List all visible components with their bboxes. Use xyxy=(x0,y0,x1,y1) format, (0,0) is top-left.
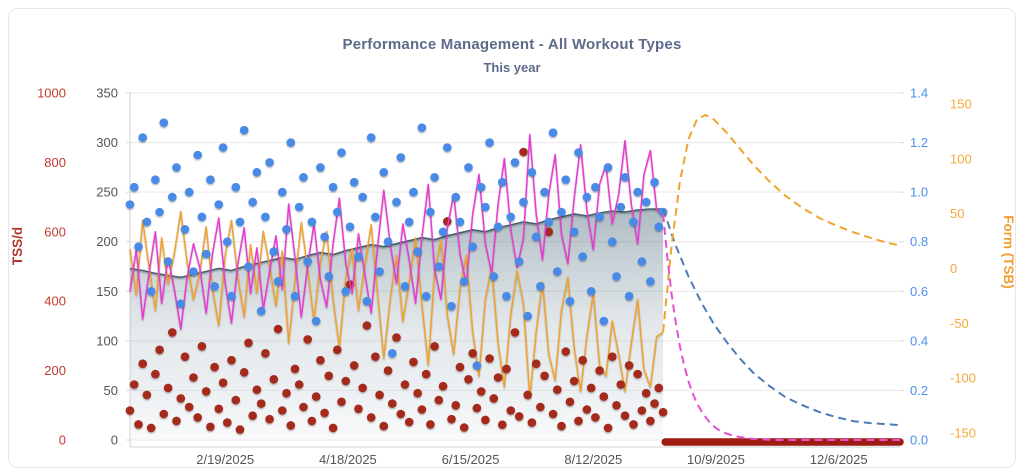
x-axis-tick: 6/15/2025 xyxy=(442,452,500,467)
ratio-axis-tick: 0.0 xyxy=(910,433,928,448)
form-axis-tick: -150 xyxy=(950,426,976,441)
load-axis-tick: 50 xyxy=(104,383,118,398)
load-axis-tick: 300 xyxy=(96,135,118,150)
fitness-ctl-area xyxy=(129,208,664,440)
load-axis-tick: 150 xyxy=(96,284,118,299)
form-axis-tick: 50 xyxy=(950,206,964,221)
tss-axis-tick: 600 xyxy=(44,224,66,239)
tss-axis-tick: 400 xyxy=(44,294,66,309)
ratio-axis-tick: 0.8 xyxy=(910,234,928,249)
tick-labels: 100080060040020003503002502001501005001.… xyxy=(37,86,976,468)
load-axis-tick: 100 xyxy=(96,333,118,348)
tss-axis-tick: 800 xyxy=(44,155,66,170)
x-axis-tick: 4/18/2025 xyxy=(319,452,377,467)
ratio-axis-tick: 1.4 xyxy=(910,86,928,101)
chart-title: Performance Management - All Workout Typ… xyxy=(342,36,682,53)
x-axis-tick: 2/19/2025 xyxy=(196,452,254,467)
load-axis-tick: 0 xyxy=(111,433,118,448)
form-axis-tick: 100 xyxy=(950,151,972,166)
fatigue-prediction xyxy=(662,213,900,441)
ratio-axis-tick: 1.2 xyxy=(910,135,928,150)
form-axis-tick: 0 xyxy=(950,261,957,276)
ratio-axis-tick: 0.2 xyxy=(910,383,928,398)
form-axis-tick: 150 xyxy=(950,97,972,112)
fatigue-atl-line xyxy=(129,133,664,330)
ratio-axis-tick: 1.0 xyxy=(910,185,928,200)
tss-axis-tick: 1000 xyxy=(37,86,66,101)
x-axis-tick: 8/12/2025 xyxy=(564,452,622,467)
load-axis-tick: 200 xyxy=(96,234,118,249)
tss-axis-tick: 200 xyxy=(44,363,66,378)
form-tsb-line xyxy=(129,210,664,399)
chart-subtitle: This year xyxy=(483,60,541,75)
ratio-axis-tick: 0.6 xyxy=(910,284,928,299)
form-axis-tick: -50 xyxy=(950,316,969,331)
tss-axis-tick: 0 xyxy=(59,433,66,448)
left-axis-title: TSS/d xyxy=(10,227,25,265)
form-prediction xyxy=(662,114,901,333)
form-axis-tick: -100 xyxy=(950,371,976,386)
series-layer xyxy=(125,114,904,446)
ratio-axis-tick: 0.4 xyxy=(910,333,928,348)
fitness-prediction xyxy=(662,208,901,427)
intensity-ratio-dots xyxy=(125,118,668,370)
x-axis-tick: 10/9/2025 xyxy=(687,452,745,467)
x-axis-tick: 12/6/2025 xyxy=(810,452,868,467)
load-axis-tick: 250 xyxy=(96,185,118,200)
daily-tss-dots xyxy=(125,147,668,434)
load-axis-tick: 350 xyxy=(96,86,118,101)
right-axis-title: Form (TSB) xyxy=(1001,215,1016,289)
